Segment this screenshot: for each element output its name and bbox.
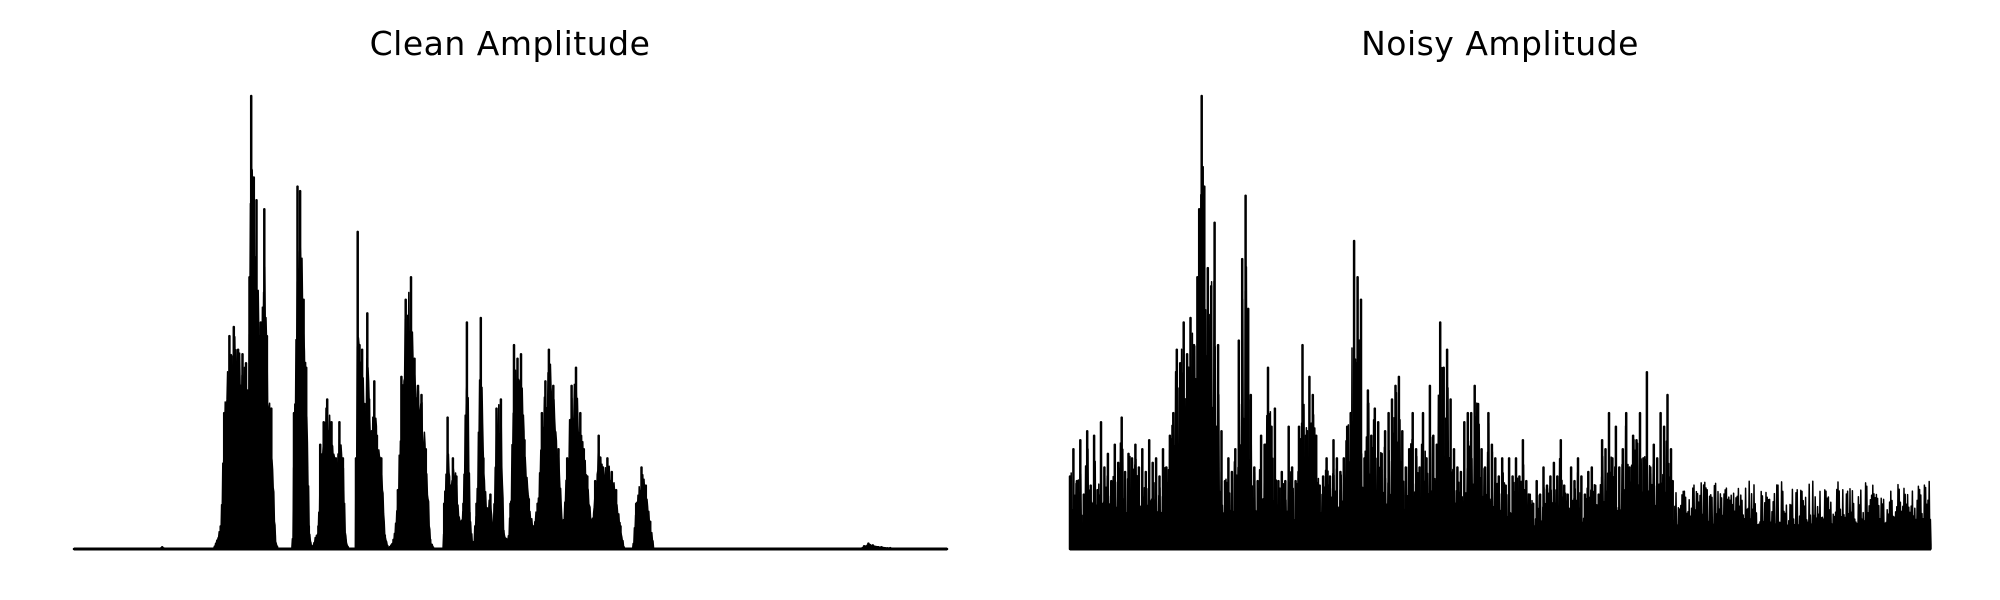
chart-title: Clean Amplitude [369, 24, 651, 63]
clean-amplitude-panel: Clean Amplitude [72, 24, 949, 551]
clean-amplitude-plot [72, 94, 949, 551]
clean-waveform-series [73, 167, 948, 550]
chart-title: Noisy Amplitude [1361, 24, 1639, 63]
noisy-amplitude-plot [1068, 94, 1932, 551]
noisy-amplitude-panel: Noisy Amplitude [1000, 0, 2000, 600]
noisy-waveform-series [1069, 165, 1932, 550]
